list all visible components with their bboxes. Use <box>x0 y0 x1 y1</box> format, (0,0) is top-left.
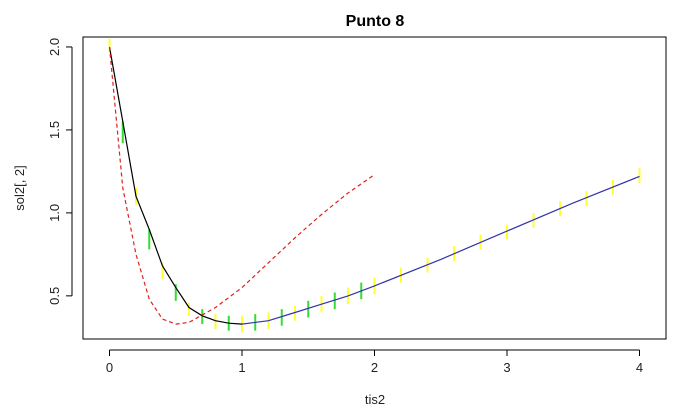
y-tick-label-1: 1.0 <box>47 204 62 222</box>
series-line-0 <box>108 46 243 325</box>
y-axis: 0.5 1.0 1.5 2.0 <box>47 38 73 305</box>
x-axis-label: tis2 <box>365 392 385 407</box>
x-tick-label-0: 0 <box>106 360 113 375</box>
y-tick-label-3: 2.0 <box>47 38 62 56</box>
x-tick-label-4: 4 <box>636 360 643 375</box>
series-line-1 <box>241 175 640 325</box>
x-tick-label-1: 1 <box>238 360 245 375</box>
x-axis: 0 1 2 3 4 <box>106 349 643 375</box>
y-tick-label-0: 0.5 <box>47 287 62 305</box>
series-lines <box>108 46 640 325</box>
y-tick-label-2: 1.5 <box>47 121 62 139</box>
series-line-2 <box>108 46 375 325</box>
chart-title: Punto 8 <box>346 13 405 30</box>
plot-frame <box>82 36 667 340</box>
x-tick-label-3: 3 <box>503 360 510 375</box>
x-tick-label-2: 2 <box>371 360 378 375</box>
error-bars <box>108 38 641 333</box>
y-axis-label: sol2[, 2] <box>12 165 27 211</box>
